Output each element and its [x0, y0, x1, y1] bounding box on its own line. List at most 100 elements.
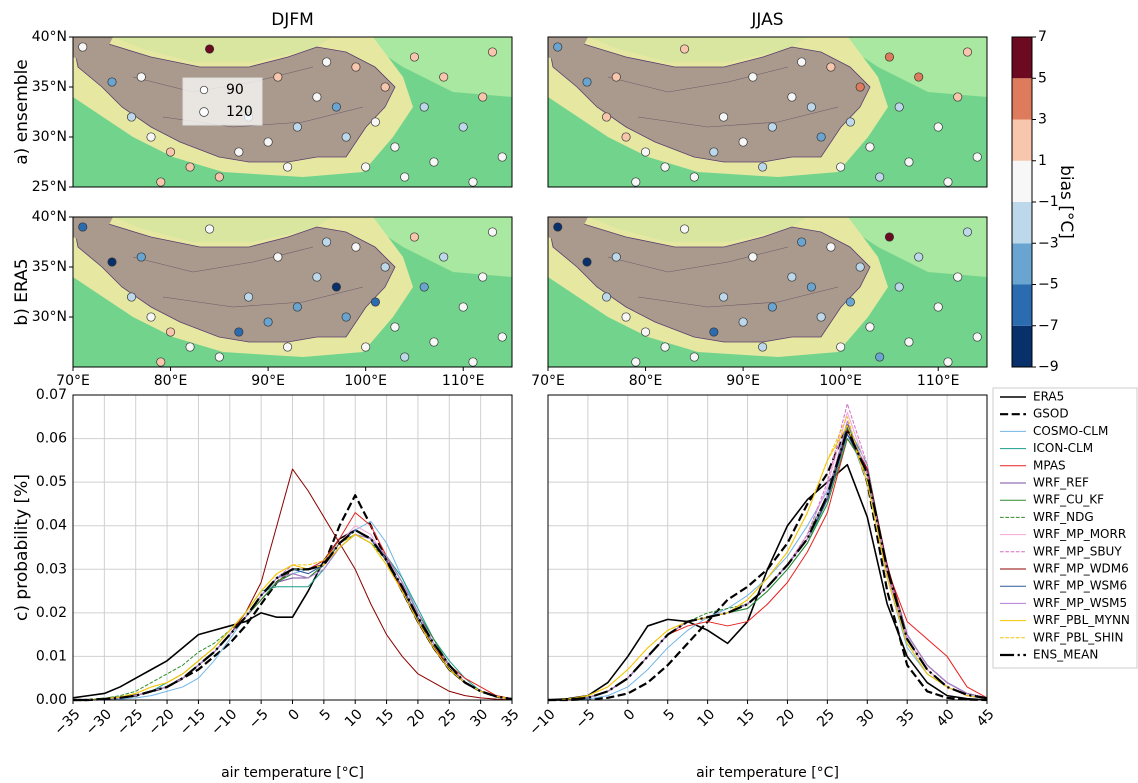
map-body — [73, 37, 512, 187]
station — [611, 72, 621, 82]
legend-label: WRF_MP_WSM6 — [1033, 579, 1127, 593]
station — [738, 317, 748, 327]
line-panels: 0.000.010.020.030.040.050.060.07−35 −30 −2… — [12, 387, 998, 781]
legend: ERA5 GSOD COSMO-CLM ICON-CLM MPAS WRF_REF WRF_… — [992, 387, 1138, 669]
station — [497, 332, 507, 342]
legend-label: COSMO-CLM — [1033, 424, 1108, 438]
station — [419, 102, 429, 112]
x-tick-label: 35 — [894, 706, 918, 730]
station — [826, 242, 836, 252]
station — [107, 257, 117, 267]
size-legend-box — [182, 77, 263, 126]
x-tick-label: −30 — [83, 706, 115, 738]
x-tick-label: 0 — [621, 706, 639, 724]
station — [962, 47, 973, 57]
station — [419, 282, 429, 292]
x-axis-label: air temperature [°C] — [221, 765, 364, 781]
map-frame — [547, 36, 988, 188]
station — [904, 157, 914, 167]
y-tick-label: 0.03 — [36, 561, 67, 577]
station — [582, 77, 592, 87]
x-tick-label: −10 — [208, 706, 240, 738]
colorbar-tick-label: −3 — [1038, 235, 1059, 251]
map-body — [548, 217, 987, 367]
colorbar-segment — [1012, 160, 1032, 202]
legend-label: WRF_PBL_MYNN — [1033, 613, 1130, 627]
x-tick-label: 0 — [286, 706, 304, 724]
station — [351, 242, 361, 252]
x-tick-label: 5 — [317, 706, 335, 724]
station — [738, 137, 748, 147]
station — [689, 352, 699, 362]
station — [758, 342, 768, 352]
y-tick-label: 40°N — [32, 209, 67, 225]
size-legend-marker — [199, 107, 209, 117]
station — [845, 117, 855, 127]
station — [322, 237, 332, 247]
station — [719, 112, 729, 122]
y-tick-label: 0.01 — [36, 648, 67, 664]
station — [875, 352, 885, 362]
colorbar-segment — [1012, 325, 1032, 367]
station — [758, 162, 768, 172]
map-body — [548, 37, 987, 187]
series-line — [547, 420, 988, 701]
map-frame — [72, 36, 513, 188]
station — [156, 177, 166, 187]
station — [553, 222, 563, 232]
station — [331, 102, 341, 112]
station — [875, 172, 885, 182]
station — [709, 147, 719, 157]
station — [263, 317, 273, 327]
station — [894, 102, 904, 112]
station — [361, 162, 371, 172]
x-tick-label: 25 — [814, 706, 838, 730]
station — [953, 92, 963, 102]
x-tick-label: 90°E — [726, 373, 760, 389]
station — [166, 327, 176, 337]
colorbar-tick-label: −1 — [1038, 194, 1059, 210]
station — [972, 332, 982, 342]
station — [322, 57, 332, 67]
x-tick-label: 15 — [734, 706, 758, 730]
station — [409, 52, 419, 62]
x-tick-label: 80°E — [154, 373, 188, 389]
x-tick-label: 35 — [499, 706, 523, 730]
station — [621, 312, 631, 322]
station — [439, 252, 449, 262]
y-tick-label: 30°N — [32, 309, 67, 325]
station — [816, 312, 826, 322]
legend-box — [992, 387, 1138, 669]
colorbar-tick-label: 3 — [1038, 112, 1047, 128]
station — [797, 57, 807, 67]
legend-label: WRF_MP_MORR — [1033, 527, 1126, 541]
x-tick-label: 5 — [661, 706, 679, 724]
map-panel: 70°E 80°E 90°E 100°E 110°E — [531, 216, 988, 389]
station — [904, 337, 914, 347]
y-tick-label: 35°N — [32, 79, 67, 95]
station — [273, 72, 283, 82]
station — [836, 342, 846, 352]
station — [244, 292, 254, 302]
station — [409, 232, 419, 242]
column-title: DJFM — [271, 10, 314, 30]
station — [816, 132, 826, 142]
station — [390, 322, 400, 332]
station — [126, 112, 137, 122]
x-tick-label: −10 — [526, 706, 558, 738]
colorbar-segment — [1012, 37, 1032, 79]
legend-label: WRF_CU_KF — [1033, 493, 1104, 507]
station — [156, 357, 166, 367]
line-panel: 0.000.010.020.030.040.050.060.07−35 −30 −2… — [12, 387, 523, 781]
station — [933, 302, 943, 312]
y-tick-label: 0.06 — [36, 431, 67, 447]
station — [487, 227, 498, 237]
y-tick-label: 0.00 — [36, 692, 67, 708]
station — [894, 282, 904, 292]
station — [146, 312, 156, 322]
station — [370, 297, 380, 307]
legend-label: ENS_MEAN — [1033, 648, 1098, 662]
station — [748, 72, 758, 82]
x-tick-label: 110°E — [442, 373, 485, 389]
station — [478, 272, 488, 282]
